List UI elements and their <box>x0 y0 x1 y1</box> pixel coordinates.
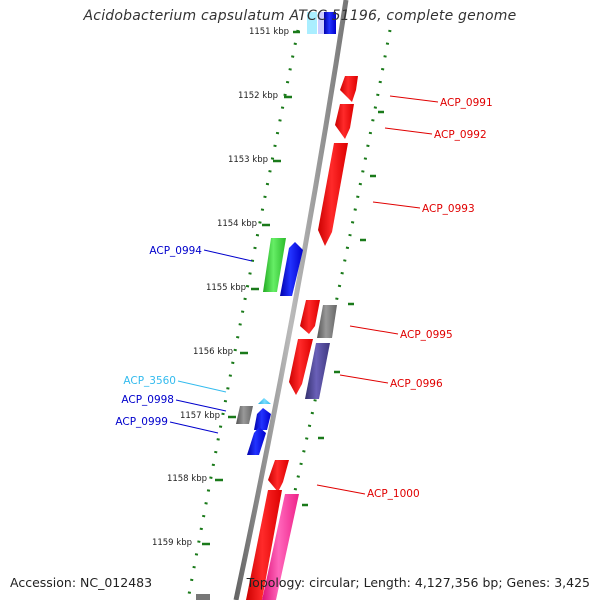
leader-acp0993 <box>372 201 421 209</box>
genome-backbone <box>233 0 349 601</box>
gene-acp0996-purple <box>305 343 330 399</box>
tick-label-1153: 1153 kbp <box>228 155 268 165</box>
tick-label-1152: 1152 kbp <box>238 91 278 101</box>
gene-label-acp1000[interactable]: ACP_1000 <box>367 488 420 500</box>
tick-label-1159: 1159 kbp <box>152 538 192 548</box>
gene-acp0994-blue <box>280 242 303 296</box>
gene-label-acp3560[interactable]: ACP_3560 <box>123 375 176 387</box>
leader-acp1000 <box>316 484 366 495</box>
tick-label-1155: 1155 kbp <box>206 283 246 293</box>
gene-small-gray <box>236 406 253 424</box>
gene-acp0996-red <box>289 339 313 395</box>
gene-lower-gray <box>196 594 210 600</box>
leader-acp0994 <box>203 249 253 262</box>
gene-acp0995-red <box>300 300 320 334</box>
gene-label-acp0995[interactable]: ACP_0995 <box>400 329 453 341</box>
gene-label-acp0993[interactable]: ACP_0993 <box>422 203 475 215</box>
gene-partial-cyan <box>307 12 317 34</box>
genome-title: Acidobacterium capsulatum ATCC 51196, co… <box>83 8 517 24</box>
gene-lower-red <box>246 490 282 600</box>
gene-label-acp0991[interactable]: ACP_0991 <box>440 97 493 109</box>
tick-label-1158: 1158 kbp <box>167 474 207 484</box>
gene-acp1000 <box>268 460 289 492</box>
gene-acp0993 <box>318 143 348 246</box>
gene-acp0992 <box>335 104 354 139</box>
gene-label-acp0992[interactable]: ACP_0992 <box>434 129 487 141</box>
gene-acp0999 <box>247 427 266 455</box>
gene-acp0994-green <box>263 238 286 292</box>
leader-acp0995 <box>349 325 399 335</box>
tick-label-1151: 1151 kbp <box>249 27 289 37</box>
gene-label-acp0996[interactable]: ACP_0996 <box>390 378 443 390</box>
accession-text: Accession: NC_012483 <box>10 575 153 590</box>
gene-acp3560 <box>258 398 271 404</box>
leader-acp0991 <box>389 95 439 103</box>
gene-lower-magenta <box>262 494 299 600</box>
leader-acp3560 <box>177 380 227 393</box>
genome-summary-text: Topology: circular; Length: 4,127,356 bp… <box>246 575 590 590</box>
gene-label-acp0998[interactable]: ACP_0998 <box>121 394 174 406</box>
gene-label-acp0994[interactable]: ACP_0994 <box>149 245 202 257</box>
leader-acp0992 <box>384 127 433 135</box>
gene-partial-blue <box>324 12 336 34</box>
gene-partial-lightblue <box>318 12 324 34</box>
outer-guide-right <box>268 29 392 601</box>
gene-acp0998 <box>254 408 271 430</box>
scale-ticks <box>202 30 384 546</box>
leader-acp0998 <box>175 399 227 412</box>
gene-label-acp0999[interactable]: ACP_0999 <box>115 416 168 428</box>
gene-acp0991 <box>340 76 358 102</box>
gene-acp0995-gray <box>317 305 337 338</box>
leader-acp0996 <box>339 374 389 384</box>
tick-label-1157: 1157 kbp <box>180 411 220 421</box>
tick-label-1154: 1154 kbp <box>217 219 257 229</box>
leader-acp0999 <box>169 421 219 434</box>
tick-label-1156: 1156 kbp <box>193 347 233 357</box>
